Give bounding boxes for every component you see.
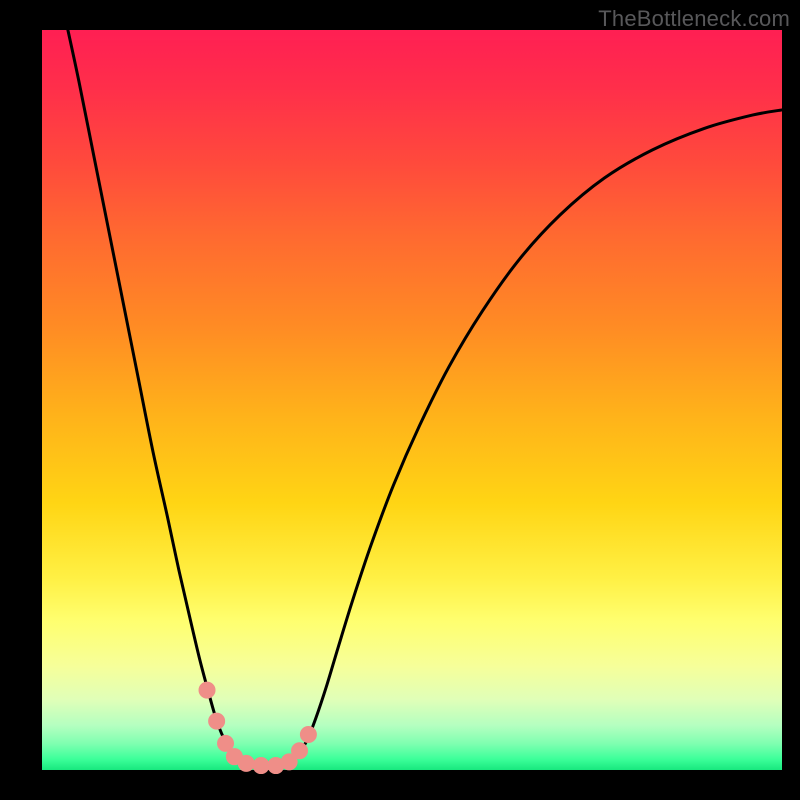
curve-markers — [199, 682, 316, 773]
chart-plot-area — [42, 30, 782, 770]
bottleneck-curve — [68, 30, 782, 767]
curve-marker — [209, 713, 225, 729]
curve-marker — [253, 758, 269, 774]
curve-marker — [300, 726, 316, 742]
chart-curve-layer — [42, 30, 782, 770]
curve-marker — [199, 682, 215, 698]
curve-marker — [292, 743, 308, 759]
curve-marker — [238, 755, 254, 771]
watermark-text: TheBottleneck.com — [598, 6, 790, 32]
